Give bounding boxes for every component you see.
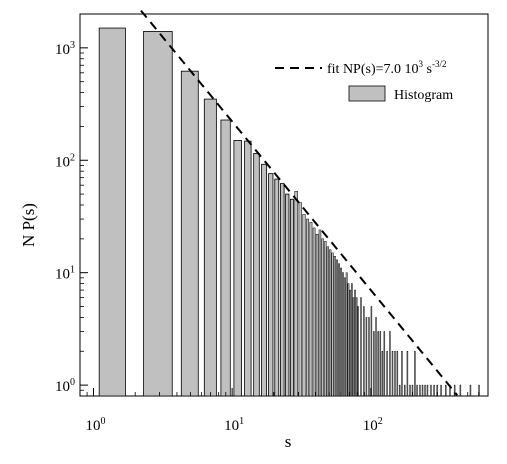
histogram-bar <box>354 289 356 397</box>
histogram-bar <box>368 317 370 397</box>
histogram-bar <box>396 351 399 397</box>
histogram-bar <box>335 259 338 397</box>
histogram-bar <box>306 218 310 397</box>
histogram-bar <box>416 384 418 397</box>
histogram-bar <box>331 252 334 397</box>
histogram-bar <box>365 317 368 397</box>
histogram-bar <box>381 351 384 397</box>
histogram-bar <box>180 70 199 397</box>
histogram-bar <box>340 267 342 397</box>
histogram-bar <box>342 272 344 397</box>
histogram-bar <box>351 283 353 397</box>
histogram-bar <box>345 272 348 397</box>
plot-area: 100 101 102 100 101 102 103 <box>55 9 489 434</box>
histogram-bar <box>375 317 377 397</box>
histogram-bar <box>383 331 386 397</box>
histogram-bar <box>244 140 252 397</box>
histogram-bar <box>414 351 416 397</box>
histogram-bar <box>386 351 388 397</box>
histogram-bar <box>389 331 391 397</box>
histogram-bar <box>379 331 382 397</box>
histogram-bar <box>289 198 294 397</box>
histogram-bar <box>433 384 435 397</box>
histogram-bar <box>338 263 340 397</box>
legend: fit NP(s)=7.0 103 s-3/2 Histogram <box>275 59 453 103</box>
histogram-bar <box>309 222 313 397</box>
histogram-bar <box>360 297 362 397</box>
histogram-bar <box>355 297 358 397</box>
histogram-bar <box>363 306 365 397</box>
histogram-bar <box>143 31 173 397</box>
histogram-bar <box>321 238 324 397</box>
histogram-bar <box>329 249 332 397</box>
histogram-bar <box>253 153 260 397</box>
histogram-bar <box>220 119 231 397</box>
histogram-bar <box>406 351 409 397</box>
histogram-bar <box>333 256 336 397</box>
histogram-bar <box>312 227 316 397</box>
histogram-bar <box>440 384 442 397</box>
histogram-bar <box>377 331 379 397</box>
histogram-bar <box>357 306 359 397</box>
histogram-bar <box>324 241 327 397</box>
histogram-bar <box>203 98 217 397</box>
histogram-bar <box>370 306 373 397</box>
legend-histogram-swatch <box>348 85 386 102</box>
histogram-bar <box>347 283 350 397</box>
histogram-bar <box>98 27 126 397</box>
histogram-bar <box>419 384 421 397</box>
histogram-bars <box>98 27 480 397</box>
fit-line <box>140 9 459 396</box>
histogram-bar <box>349 289 352 397</box>
tick-label: 102 <box>363 416 383 434</box>
tick-label: 101 <box>224 416 244 434</box>
histogram-bar <box>398 384 401 397</box>
histogram-bar <box>274 178 280 397</box>
y-axis-label: N P(s) <box>19 203 38 247</box>
histogram-bar <box>401 351 403 397</box>
histogram-bar <box>409 384 411 397</box>
axis-ticks: 100 101 102 100 101 102 103 <box>55 13 489 434</box>
histogram-bar <box>404 384 406 397</box>
tick-label: 100 <box>55 377 75 395</box>
tick-label: 103 <box>55 40 75 58</box>
histogram-bar <box>352 297 355 397</box>
histogram-bar <box>445 384 447 397</box>
legend-histogram-label: Histogram <box>394 88 453 103</box>
histogram-bar <box>233 140 242 397</box>
tick-label: 102 <box>55 152 75 170</box>
histogram-bar <box>294 191 298 397</box>
histogram-bar <box>469 384 472 397</box>
histogram-bar <box>424 384 426 397</box>
histogram-bar <box>302 214 306 397</box>
histogram-bar <box>285 193 290 397</box>
histogram-bar <box>268 173 274 397</box>
histogram-bar <box>315 233 319 397</box>
tick-label: 100 <box>85 416 105 434</box>
histogram-bar <box>261 163 267 397</box>
histogram-bar <box>373 331 375 397</box>
x-axis-label: s <box>285 432 292 451</box>
histogram-bar <box>394 351 396 397</box>
histogram-bar <box>426 384 429 397</box>
histogram-bar <box>430 384 432 397</box>
histogram-bar <box>280 183 285 397</box>
histogram-bar <box>318 229 322 397</box>
histogram-bar <box>298 202 302 397</box>
histogram-bar <box>343 277 346 397</box>
histogram-bar <box>391 351 394 397</box>
histogram-bar <box>421 384 424 397</box>
histogram-bar <box>459 384 462 397</box>
tick-label: 101 <box>55 265 75 283</box>
histogram-bar <box>326 246 329 397</box>
legend-fit-label: fit NP(s)=7.0 103 s-3/2 <box>327 59 446 77</box>
